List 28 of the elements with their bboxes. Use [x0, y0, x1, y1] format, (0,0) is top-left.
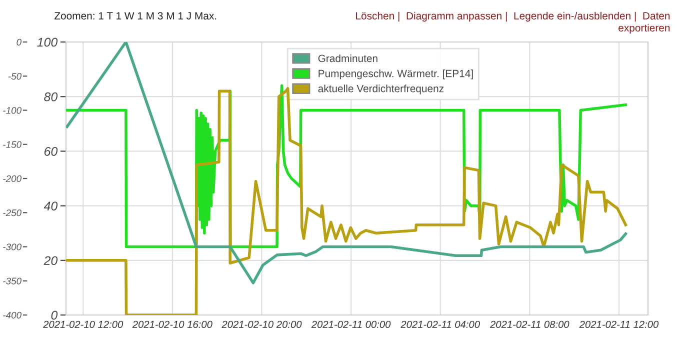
x-tick-label: 2021-02-10 12:00	[43, 320, 124, 328]
y2-tick-label: -250	[3, 209, 22, 216]
y-tick-label: 20	[44, 256, 58, 266]
y2-tick-label: -50	[8, 72, 22, 80]
y2-tick-label: -300	[3, 244, 22, 250]
x-tick-label: 2021-02-11 00:00	[311, 320, 391, 328]
y2-tick-label: -350	[3, 278, 22, 284]
text: Löschen | Diagramm anpassen | Legende ein-/ausblenden | Daten exportieren	[356, 12, 670, 34]
y-tick-label: 40	[44, 202, 58, 210]
x-tick-label: 2021-02-11 08:00	[490, 320, 570, 328]
x-tick-label: 2021-02-10 20:00	[222, 320, 302, 328]
y2-tick-label: -400	[3, 312, 22, 319]
y-tick-label: 0	[51, 310, 58, 320]
y-tick-label: 100	[37, 38, 58, 47]
x-tick-label: 2021-02-11 04:00	[400, 320, 480, 328]
legend-label: Gradminuten	[318, 54, 378, 62]
line-series	[66, 42, 628, 284]
legend-label: Pumpengeschw. Wärmetr. [EP14]	[318, 70, 473, 80]
text: Zoomen: 1 T 1 W 1 M 3 M 1 J Max.	[54, 12, 216, 20]
y-tick-label: 80	[44, 92, 58, 102]
y2-tick-label: 0	[16, 38, 22, 46]
legend-label: aktuelle Verdichterfrequenz	[318, 84, 444, 94]
y2-tick-label: -100	[3, 107, 22, 114]
y2-tick-label: -200	[3, 175, 22, 182]
y2-tick-label: -150	[3, 141, 22, 148]
x-tick-label: 2021-02-10 16:00	[132, 320, 212, 328]
y-tick-label: 60	[44, 147, 58, 156]
x-tick-label: 2021-02-11 12:00	[579, 320, 659, 328]
